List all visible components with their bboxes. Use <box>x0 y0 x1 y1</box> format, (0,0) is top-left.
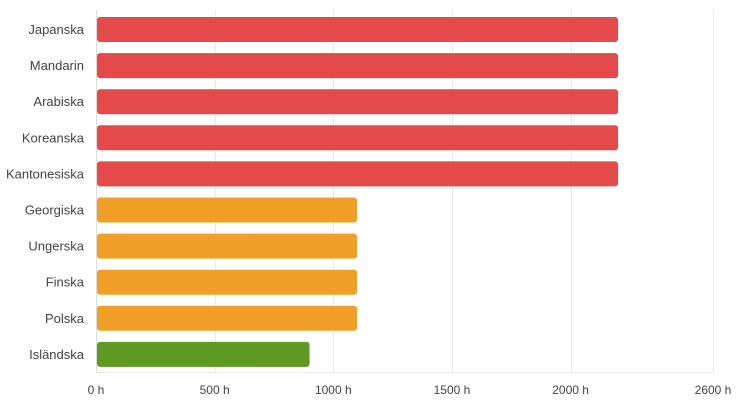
bar-3 <box>97 125 619 151</box>
bar-0 <box>97 17 619 42</box>
x-tick-label-2: 1000 h <box>315 383 352 397</box>
bar-5 <box>97 197 358 223</box>
category-label-6: Ungerska <box>28 239 84 254</box>
bar-9 <box>97 341 310 367</box>
category-label-5: Georgiska <box>25 203 85 218</box>
x-tick-label-4: 2000 h <box>552 383 589 397</box>
bar-6 <box>97 233 358 259</box>
x-tick-label-0: 0 h <box>88 383 105 397</box>
x-tick-label-1: 500 h <box>200 383 230 397</box>
bar-8 <box>97 305 358 331</box>
category-label-1: Mandarin <box>30 58 84 73</box>
category-label-0: Japanska <box>28 22 84 37</box>
bar-2 <box>97 89 619 115</box>
x-tick-label-3: 1500 h <box>434 383 471 397</box>
category-label-8: Polska <box>45 311 85 326</box>
category-label-9: Isländska <box>29 347 85 362</box>
bar-7 <box>97 269 358 295</box>
category-label-4: Kantonesiska <box>6 166 85 181</box>
x-tick-label-5: 2600 h <box>695 383 732 397</box>
bar-1 <box>97 53 619 79</box>
bar-4 <box>97 161 619 187</box>
category-label-7: Finska <box>46 275 85 290</box>
category-label-3: Koreanska <box>22 130 85 145</box>
category-label-2: Arabiska <box>33 94 84 109</box>
